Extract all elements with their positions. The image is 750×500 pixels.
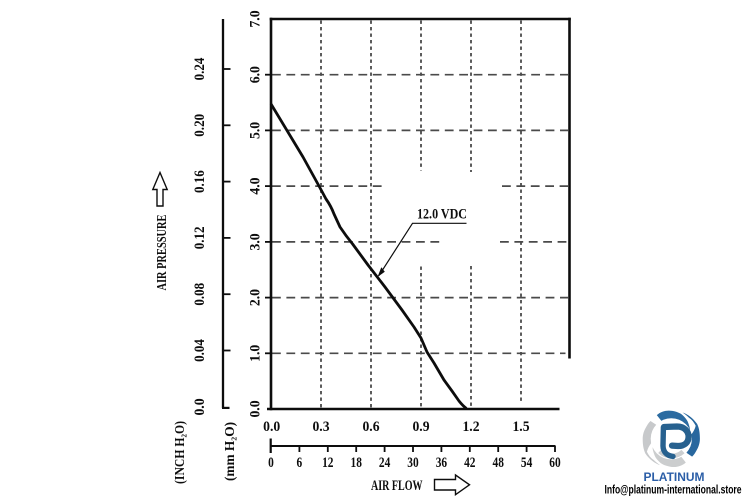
svg-text:0.9: 0.9 xyxy=(412,419,429,435)
svg-text:48: 48 xyxy=(493,455,504,471)
svg-text:(INCH H₂O): (INCH H₂O) xyxy=(172,421,187,484)
svg-text:PLATINUM: PLATINUM xyxy=(644,472,705,484)
svg-text:5.0: 5.0 xyxy=(247,122,263,139)
svg-text:24: 24 xyxy=(379,455,391,471)
svg-text:Info@platinum-international.st: Info@platinum-international.store xyxy=(605,483,742,497)
svg-text:0.16: 0.16 xyxy=(192,170,208,193)
svg-text:0.04: 0.04 xyxy=(192,339,208,362)
svg-text:0.08: 0.08 xyxy=(192,283,208,306)
svg-text:3.0: 3.0 xyxy=(247,233,263,250)
svg-text:42: 42 xyxy=(464,455,475,471)
svg-text:0.24: 0.24 xyxy=(192,57,208,80)
svg-text:1.5: 1.5 xyxy=(512,419,529,435)
svg-text:2.0: 2.0 xyxy=(247,289,263,306)
svg-text:0: 0 xyxy=(268,455,274,471)
svg-text:12: 12 xyxy=(322,455,333,471)
svg-text:0.6: 0.6 xyxy=(362,419,380,435)
svg-text:54: 54 xyxy=(521,455,533,471)
svg-text:0.20: 0.20 xyxy=(192,114,208,137)
svg-text:36: 36 xyxy=(436,455,448,471)
svg-text:0.0: 0.0 xyxy=(247,400,263,417)
svg-text:0.0: 0.0 xyxy=(192,398,208,415)
svg-text:4.0: 4.0 xyxy=(247,178,263,195)
svg-text:7.0: 7.0 xyxy=(247,10,263,27)
svg-text:AIR FLOW: AIR FLOW xyxy=(371,478,423,494)
svg-text:(mm H₂O): (mm H₂O) xyxy=(222,422,237,481)
svg-text:18: 18 xyxy=(351,455,362,471)
svg-text:30: 30 xyxy=(407,455,418,471)
svg-text:AIR PRESSURE: AIR PRESSURE xyxy=(155,215,170,291)
svg-text:0.3: 0.3 xyxy=(312,419,329,435)
svg-text:1.0: 1.0 xyxy=(247,345,263,362)
svg-text:1.2: 1.2 xyxy=(462,419,479,435)
svg-text:0.0: 0.0 xyxy=(263,419,280,435)
svg-text:0.12: 0.12 xyxy=(192,226,208,249)
svg-text:12.0 VDC: 12.0 VDC xyxy=(417,207,467,223)
svg-text:60: 60 xyxy=(549,455,560,471)
svg-text:6.0: 6.0 xyxy=(247,66,263,83)
svg-text:6: 6 xyxy=(297,455,303,471)
